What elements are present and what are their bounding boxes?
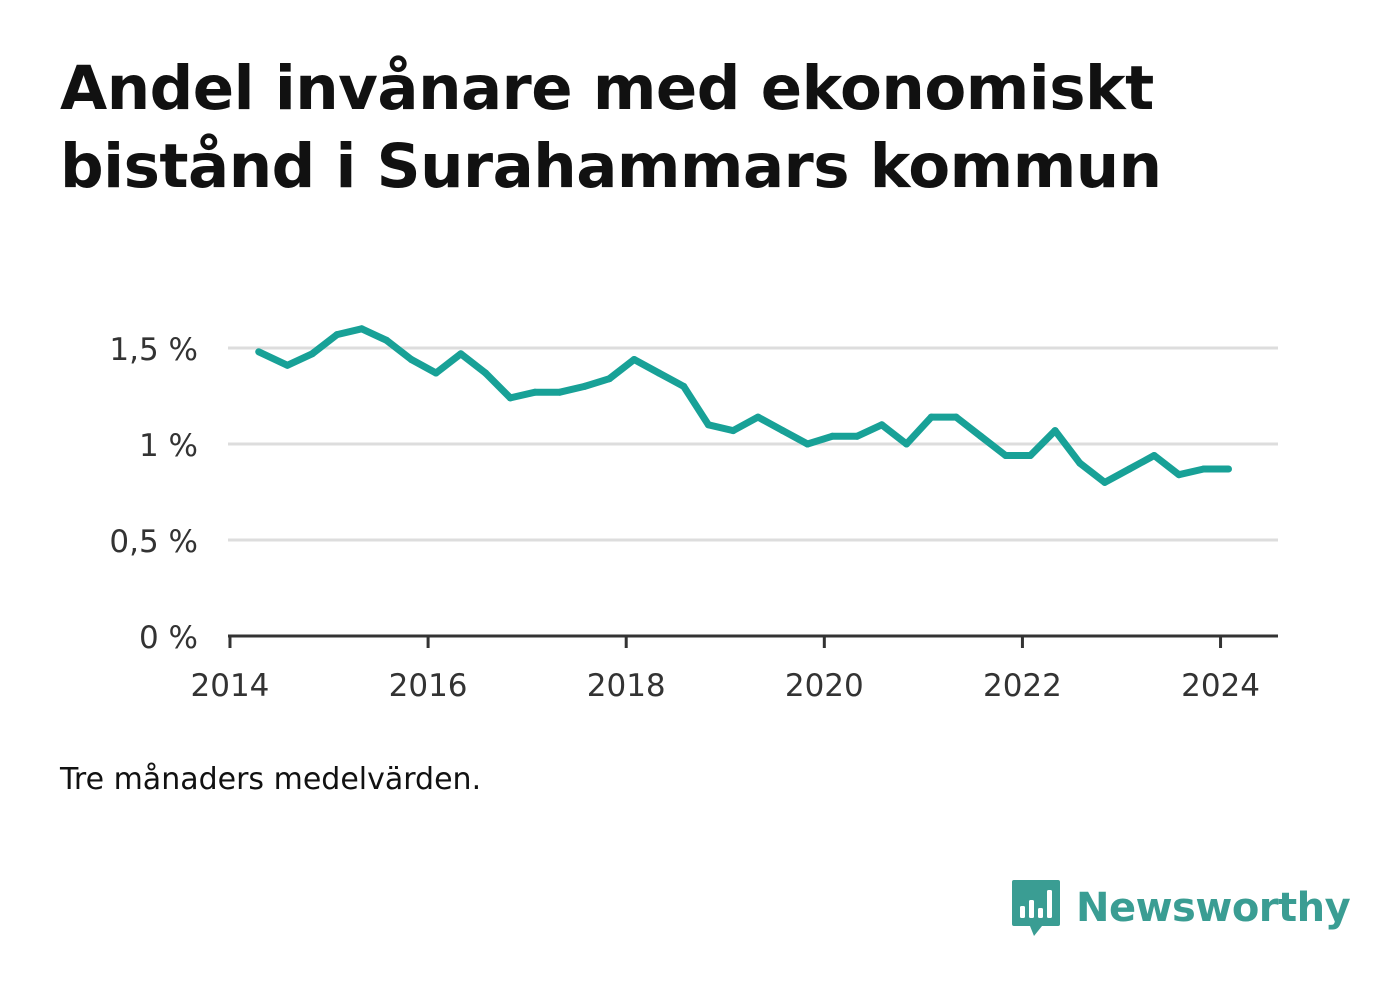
- y-tick-label: 0 %: [139, 620, 198, 656]
- y-tick-label: 0,5 %: [109, 524, 198, 560]
- data-point: [308, 350, 316, 358]
- data-point: [630, 356, 638, 363]
- y-axis-tick-labels: 0 % 0,5 % 1 % 1,5 %: [109, 332, 198, 656]
- x-tick-label: 2020: [785, 668, 864, 704]
- x-tick-label: 2014: [191, 668, 270, 704]
- data-point: [605, 375, 613, 383]
- data-point: [407, 356, 415, 363]
- data-point: [754, 413, 762, 421]
- x-axis: [228, 634, 1278, 648]
- data-point: [1225, 465, 1232, 473]
- y-tick-label: 1 %: [139, 428, 198, 464]
- brand-name: Newsworthy: [1076, 885, 1351, 931]
- data-point: [729, 427, 737, 435]
- chart-note: Tre månaders medelvärden.: [60, 762, 482, 797]
- data-point: [1076, 459, 1084, 467]
- series-line-group: [255, 325, 1232, 486]
- x-tick-label: 2024: [1181, 668, 1260, 704]
- data-point: [255, 348, 263, 356]
- brand-logo: Newsworthy: [1010, 878, 1351, 938]
- data-point: [383, 336, 390, 344]
- data-point: [952, 413, 960, 421]
- bar-chart-speech-bubble-icon: [1012, 880, 1060, 936]
- data-point: [506, 394, 514, 402]
- data-point: [1200, 465, 1208, 473]
- x-tick-label: 2016: [389, 668, 468, 704]
- data-point: [1026, 452, 1034, 459]
- data-point: [704, 421, 712, 429]
- data-point: [927, 413, 935, 421]
- x-axis-tick-labels: 2014 2016 2018 2020 2022 2024: [191, 668, 1260, 704]
- y-tick-label: 1,5 %: [109, 332, 198, 368]
- data-point: [977, 432, 985, 440]
- data-point: [1101, 478, 1109, 486]
- data-point: [1150, 452, 1158, 459]
- data-point: [804, 440, 811, 448]
- series-line: [257, 325, 1229, 486]
- data-point: [358, 325, 366, 333]
- data-point: [779, 427, 787, 435]
- data-point: [457, 350, 465, 358]
- data-point: [283, 361, 291, 369]
- data-point: [1051, 427, 1059, 435]
- data-point: [581, 382, 589, 390]
- data-point: [903, 440, 910, 448]
- data-point: [1125, 465, 1133, 473]
- x-tick-label: 2018: [587, 668, 666, 704]
- data-point: [1002, 452, 1010, 459]
- data-point: [531, 388, 539, 396]
- data-point: [853, 432, 861, 440]
- gridlines: [228, 346, 1278, 542]
- x-tick-label: 2022: [983, 668, 1062, 704]
- data-point: [655, 369, 663, 377]
- data-point: [680, 382, 688, 390]
- data-point: [482, 369, 489, 377]
- data-point: [333, 331, 341, 339]
- data-point: [432, 369, 440, 377]
- data-point: [828, 432, 836, 440]
- data-point: [878, 421, 886, 429]
- data-point: [1175, 471, 1183, 479]
- chart-title: Andel invånare med ekonomiskt bistånd i …: [60, 53, 1162, 202]
- data-point: [556, 388, 564, 396]
